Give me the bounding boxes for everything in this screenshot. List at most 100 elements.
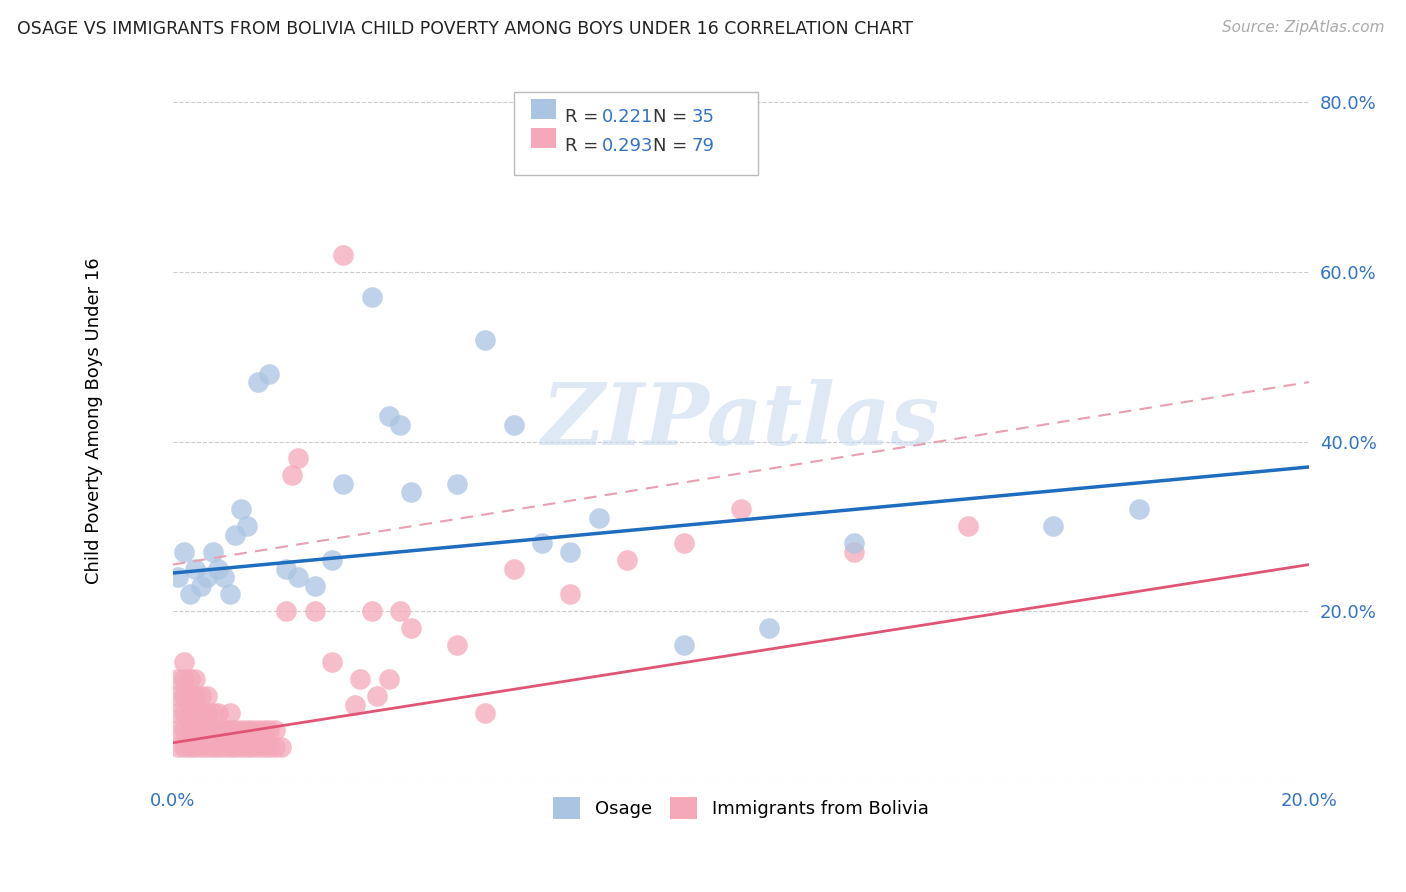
Point [167, 672, 190, 686]
Point [218, 587, 240, 601]
Point [1128, 502, 1150, 516]
Point [349, 672, 371, 686]
Text: 0.221: 0.221 [602, 108, 654, 126]
Point [304, 604, 326, 618]
Text: Source: ZipAtlas.com: Source: ZipAtlas.com [1222, 20, 1385, 35]
Point [229, 723, 252, 737]
Text: 0.293: 0.293 [602, 136, 654, 155]
Point [201, 706, 224, 720]
Point [190, 739, 212, 754]
Point [446, 477, 468, 491]
Point [246, 739, 269, 754]
Point [360, 604, 382, 618]
Point [502, 562, 524, 576]
Point [218, 723, 240, 737]
Point [167, 689, 190, 703]
Text: 35: 35 [692, 108, 716, 126]
Point [207, 562, 229, 576]
Point [195, 739, 218, 754]
Point [1042, 519, 1064, 533]
Point [173, 723, 195, 737]
Point [167, 706, 190, 720]
Point [173, 689, 195, 703]
Point [201, 723, 224, 737]
Text: N =: N = [654, 136, 693, 155]
Point [190, 706, 212, 720]
Point [343, 698, 366, 712]
Point [377, 672, 399, 686]
Point [287, 451, 309, 466]
Point [218, 706, 240, 720]
Point [758, 621, 780, 635]
Point [179, 689, 201, 703]
Point [212, 739, 235, 754]
Point [201, 739, 224, 754]
Point [332, 248, 354, 262]
Point [246, 723, 269, 737]
Point [321, 553, 343, 567]
Point [179, 672, 201, 686]
Point [184, 672, 207, 686]
Point [287, 570, 309, 584]
Point [195, 570, 218, 584]
Point [264, 723, 287, 737]
Text: R =: R = [565, 136, 603, 155]
Y-axis label: Child Poverty Among Boys Under 16: Child Poverty Among Boys Under 16 [86, 257, 103, 583]
Point [388, 417, 411, 432]
Point [957, 519, 980, 533]
Point [173, 545, 195, 559]
Point [173, 655, 195, 669]
Point [560, 587, 582, 601]
Point [229, 739, 252, 754]
Text: N =: N = [654, 108, 693, 126]
Legend: Osage, Immigrants from Bolivia: Osage, Immigrants from Bolivia [546, 789, 935, 826]
FancyBboxPatch shape [513, 92, 758, 175]
Point [167, 739, 190, 754]
Point [321, 655, 343, 669]
Point [502, 417, 524, 432]
Point [360, 290, 382, 304]
Point [184, 689, 207, 703]
FancyBboxPatch shape [530, 99, 555, 120]
Point [235, 519, 257, 533]
Text: 79: 79 [692, 136, 716, 155]
Point [240, 723, 263, 737]
Point [195, 723, 218, 737]
Point [184, 739, 207, 754]
Point [259, 723, 281, 737]
Point [229, 502, 252, 516]
Point [474, 333, 496, 347]
Point [195, 689, 218, 703]
Point [235, 723, 257, 737]
Point [730, 502, 752, 516]
Point [224, 739, 246, 754]
Point [207, 723, 229, 737]
Point [366, 689, 388, 703]
Point [179, 587, 201, 601]
Point [173, 739, 195, 754]
Point [167, 723, 190, 737]
Point [240, 739, 263, 754]
Point [212, 723, 235, 737]
Point [195, 706, 218, 720]
Point [190, 579, 212, 593]
Point [388, 604, 411, 618]
Point [844, 545, 866, 559]
Point [259, 367, 281, 381]
Point [184, 723, 207, 737]
Point [332, 477, 354, 491]
Point [173, 706, 195, 720]
Point [184, 706, 207, 720]
Point [253, 739, 276, 754]
Point [167, 570, 190, 584]
Point [235, 739, 257, 754]
Point [304, 579, 326, 593]
Point [253, 723, 276, 737]
Text: OSAGE VS IMMIGRANTS FROM BOLIVIA CHILD POVERTY AMONG BOYS UNDER 16 CORRELATION C: OSAGE VS IMMIGRANTS FROM BOLIVIA CHILD P… [17, 20, 912, 37]
Text: ZIPatlas: ZIPatlas [541, 378, 941, 462]
Point [673, 638, 696, 652]
Point [207, 706, 229, 720]
Point [588, 511, 610, 525]
Point [401, 621, 423, 635]
Point [179, 723, 201, 737]
